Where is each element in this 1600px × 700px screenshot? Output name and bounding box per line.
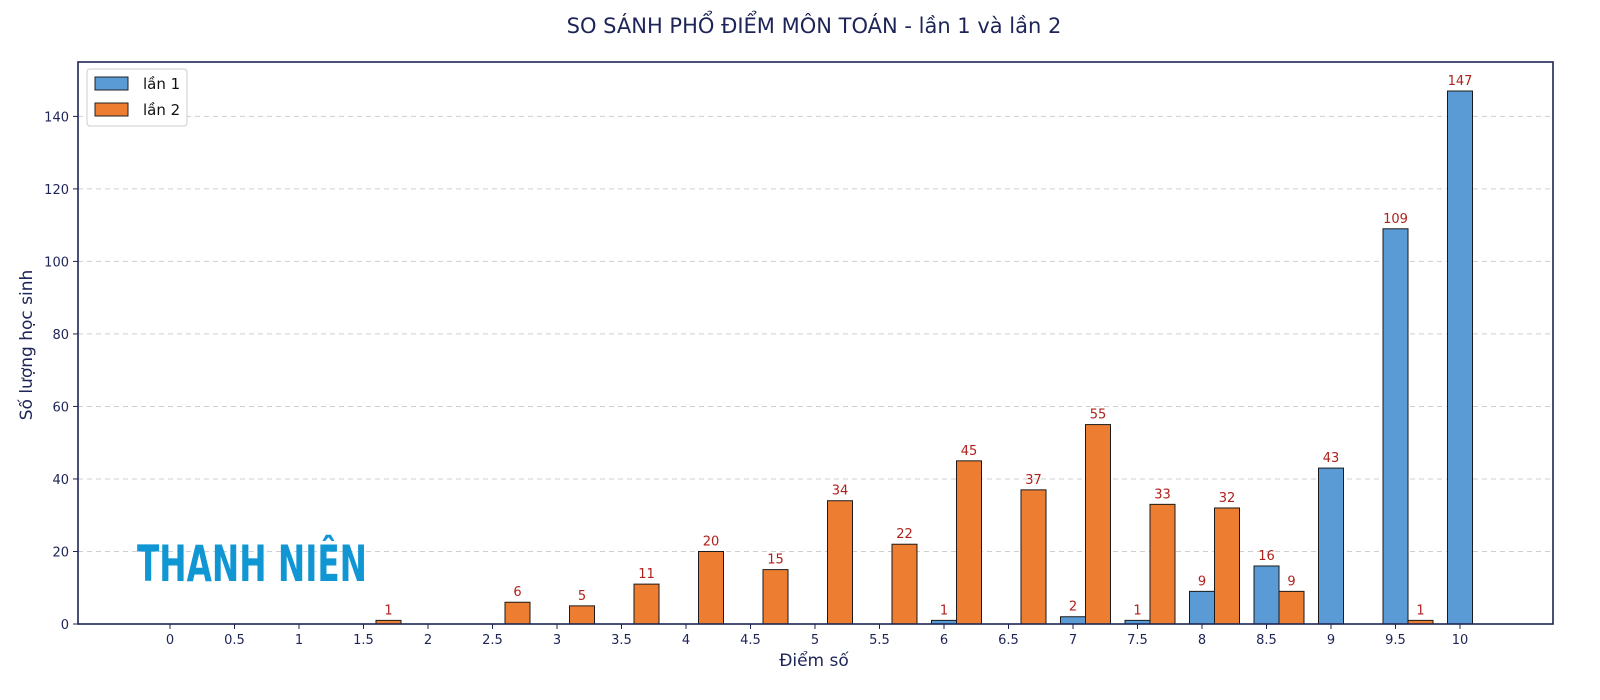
bar-2-3 bbox=[569, 605, 595, 625]
x-tick-label: 1.5 bbox=[353, 633, 374, 648]
legend: lần 1 lần 2 bbox=[86, 68, 188, 127]
x-tick-label: 4.5 bbox=[740, 633, 761, 648]
data-label: 6 bbox=[513, 585, 521, 600]
bar-2-7.5 bbox=[1149, 503, 1176, 625]
bar-1-8.5 bbox=[1253, 565, 1280, 625]
data-label: 37 bbox=[1025, 473, 1042, 488]
x-tick-label: 2.5 bbox=[482, 633, 503, 648]
x-tick-label: 7.5 bbox=[1127, 633, 1148, 648]
x-tick-label: 3.5 bbox=[611, 633, 632, 648]
y-tick-label: 140 bbox=[44, 110, 69, 125]
watermark: THANH NIÊN bbox=[137, 534, 367, 593]
bar-2-8 bbox=[1214, 507, 1240, 625]
x-tick-label: 6.5 bbox=[998, 633, 1019, 648]
y-tick-label: 0 bbox=[61, 618, 69, 633]
bar-1-9 bbox=[1318, 467, 1344, 625]
bar-2-6.5 bbox=[1020, 489, 1047, 625]
y-axis-label: Số lượng học sinh bbox=[16, 270, 37, 421]
x-tick-label: 9 bbox=[1327, 633, 1335, 648]
data-label: 1 bbox=[1133, 603, 1141, 618]
bar-1-7 bbox=[1060, 616, 1086, 625]
y-tick-label: 120 bbox=[44, 183, 69, 198]
bar-1-9.5 bbox=[1382, 228, 1409, 625]
data-label: 2 bbox=[1069, 600, 1077, 615]
y-tick-label: 60 bbox=[52, 400, 69, 415]
y-tick-label: 80 bbox=[52, 328, 69, 343]
legend-label-lan-1: lần 1 bbox=[143, 75, 180, 93]
x-axis: 0 0.5 1 1.5 2 2.5 3 3.5 4 4.5 5 5.5 6 6.5 7 7.5 8 8.5 9 9.5… bbox=[166, 624, 1468, 648]
thanh-nien-logo: THANH NIÊN bbox=[137, 534, 367, 593]
x-tick-label: 1 bbox=[295, 633, 303, 648]
data-label: 5 bbox=[578, 589, 586, 604]
data-label: 32 bbox=[1219, 491, 1236, 506]
data-label: 34 bbox=[832, 484, 849, 499]
bars bbox=[375, 90, 1473, 625]
bar-2-6 bbox=[956, 460, 982, 625]
y-tick-label: 100 bbox=[44, 255, 69, 270]
data-label: 1 bbox=[384, 603, 392, 618]
data-label: 1 bbox=[940, 603, 948, 618]
legend-swatch-lan-2 bbox=[94, 102, 129, 117]
x-axis-label: Điểm số bbox=[779, 650, 849, 671]
x-tick-label: 0.5 bbox=[224, 633, 245, 648]
bar-2-3.5 bbox=[633, 583, 660, 625]
data-label: 55 bbox=[1090, 408, 1107, 423]
data-label: 147 bbox=[1448, 74, 1473, 89]
y-axis: 0 20 40 60 80 100 120 140 bbox=[44, 110, 78, 633]
bar-2-2.5 bbox=[504, 601, 531, 625]
bar-2-8.5 bbox=[1278, 590, 1305, 625]
x-tick-label: 10 bbox=[1452, 633, 1469, 648]
x-tick-label: 4 bbox=[682, 633, 690, 648]
chart-title: SO SÁNH PHỔ ĐIỂM MÔN TOÁN - lần 1 và lần… bbox=[567, 10, 1062, 38]
data-label: 22 bbox=[896, 527, 913, 542]
x-tick-label: 7 bbox=[1069, 633, 1077, 648]
legend-swatch-lan-1 bbox=[94, 76, 129, 91]
bar-2-4.5 bbox=[762, 569, 789, 625]
data-label: 11 bbox=[638, 567, 655, 582]
data-label: 20 bbox=[703, 534, 720, 549]
x-tick-label: 2 bbox=[424, 633, 432, 648]
bar-2-5.5 bbox=[891, 543, 918, 625]
bar-2-7 bbox=[1085, 424, 1111, 625]
data-label: 33 bbox=[1154, 487, 1171, 502]
data-label: 1 bbox=[1416, 603, 1424, 618]
bar-2-4 bbox=[698, 550, 724, 625]
bar-2-5 bbox=[827, 500, 853, 625]
bar-1-8 bbox=[1189, 590, 1215, 625]
y-tick-label: 40 bbox=[52, 473, 69, 488]
data-label: 9 bbox=[1287, 574, 1295, 589]
data-label: 16 bbox=[1258, 549, 1275, 564]
data-label: 15 bbox=[767, 553, 784, 568]
x-tick-label: 9.5 bbox=[1385, 633, 1406, 648]
data-label: 45 bbox=[961, 444, 978, 459]
legend-label-lan-2: lần 2 bbox=[143, 101, 180, 119]
x-tick-label: 6 bbox=[940, 633, 948, 648]
x-tick-label: 5 bbox=[811, 633, 819, 648]
data-label: 43 bbox=[1323, 451, 1340, 466]
grid-lines bbox=[78, 115, 1553, 552]
data-label: 9 bbox=[1198, 574, 1206, 589]
x-tick-label: 8 bbox=[1198, 633, 1206, 648]
x-tick-label: 5.5 bbox=[869, 633, 890, 648]
data-label: 109 bbox=[1383, 212, 1408, 227]
x-tick-label: 3 bbox=[553, 633, 561, 648]
x-tick-label: 0 bbox=[166, 633, 174, 648]
bar-1-10 bbox=[1447, 90, 1473, 625]
y-tick-label: 20 bbox=[52, 545, 69, 560]
x-tick-label: 8.5 bbox=[1256, 633, 1277, 648]
